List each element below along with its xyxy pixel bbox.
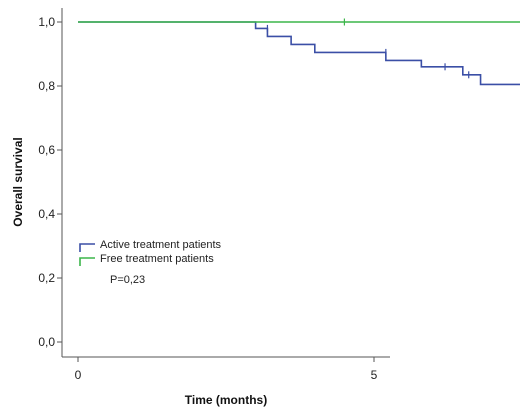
y-tick-label: 0,2 <box>38 271 55 285</box>
legend-swatch-free <box>79 257 95 266</box>
axes <box>61 8 390 358</box>
survival-curve <box>78 21 520 86</box>
series-free <box>78 18 520 26</box>
legend-label-active: Active treatment patients <box>100 239 222 251</box>
y-axis-title: Overall survival <box>11 137 25 226</box>
legend: Active treatment patients Free treatment… <box>79 239 222 286</box>
y-tick-label: 1,0 <box>38 15 55 29</box>
x-tick-label: 0 <box>75 368 82 382</box>
legend-swatch-active <box>79 243 95 252</box>
y-tick-label: 0,4 <box>38 207 55 221</box>
survival-curve <box>78 21 520 23</box>
series-layer <box>78 18 520 86</box>
y-tick-label: 0,0 <box>38 335 55 349</box>
legend-label-free: Free treatment patients <box>100 253 214 265</box>
x-ticks: 0510152025 <box>75 357 378 382</box>
x-axis-title: Time (months) <box>185 393 267 407</box>
p-value-annotation: P=0,23 <box>110 274 145 286</box>
x-tick-label: 5 <box>371 368 378 382</box>
y-ticks: 0,0 0,2 0,4 0,6 0,8 1,0 <box>38 15 62 349</box>
y-tick-label: 0,6 <box>38 143 55 157</box>
series-active <box>78 21 520 86</box>
y-tick-label: 0,8 <box>38 79 55 93</box>
